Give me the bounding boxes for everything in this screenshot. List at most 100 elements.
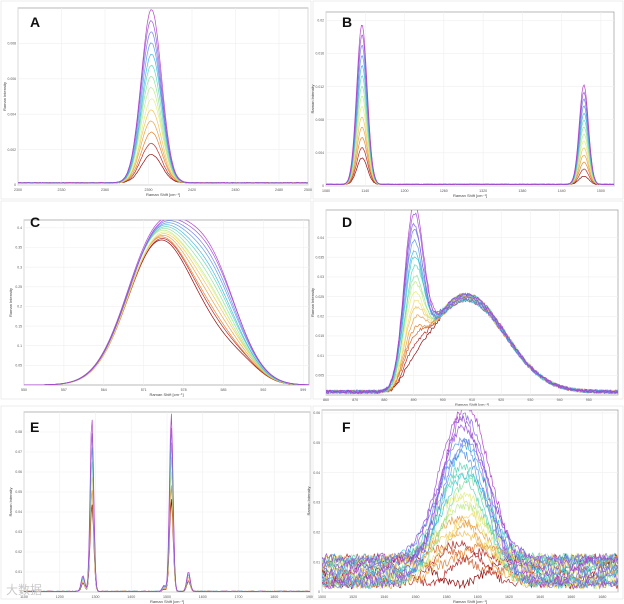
- x-tick-label: 1520: [349, 595, 357, 599]
- x-tick-label: 578: [181, 388, 187, 392]
- series-group: [18, 9, 308, 184]
- series-line: [322, 472, 618, 590]
- x-tick-label: 1500: [318, 595, 326, 599]
- x-tick-label: 930: [527, 398, 533, 402]
- x-tick-label: 860: [323, 398, 329, 402]
- x-tick-label: 1200: [56, 595, 64, 599]
- x-tick-label: 1540: [380, 595, 388, 599]
- y-tick-label: 0.15: [15, 324, 22, 328]
- panel-label: D: [342, 214, 352, 230]
- series-line: [24, 220, 309, 385]
- y-axis-label: Raman Intensity: [8, 488, 13, 517]
- y-tick-label: 0.01: [317, 354, 324, 358]
- watermark: 大数据: [6, 583, 43, 597]
- series-group: [24, 220, 309, 385]
- y-tick-label: 0: [14, 183, 16, 187]
- x-tick-label: 1100: [20, 595, 28, 599]
- y-axis-label: Raman Intensity: [2, 82, 7, 111]
- y-tick-label: 0.04: [15, 510, 22, 514]
- panel-label: C: [30, 214, 40, 230]
- x-tick-label: 1080: [322, 189, 330, 193]
- panel-a: 2300 2330 2360 2390 2420 2450 2480 2500 0 0.002 0.…: [0, 0, 312, 200]
- plot-area: [325, 11, 615, 187]
- x-tick-label: 1900: [306, 595, 314, 599]
- series-line: [322, 471, 618, 589]
- y-tick-label: 0.01: [15, 570, 22, 574]
- x-tick-label: 557: [61, 388, 67, 392]
- x-tick-label: 1400: [127, 595, 135, 599]
- y-tick-label: 0.002: [8, 148, 17, 152]
- y-tick-label: 0: [20, 590, 22, 594]
- x-tick-label: 900: [440, 398, 446, 402]
- y-tick-label: 0.3: [17, 265, 22, 269]
- x-tick-label: 1600: [199, 595, 207, 599]
- y-tick-label: 0.04: [313, 471, 320, 475]
- y-axis-label: Raman Intensity: [310, 85, 315, 114]
- x-tick-label: 890: [411, 398, 417, 402]
- series-line: [322, 423, 618, 590]
- series-group: [24, 413, 310, 592]
- y-tick-label: 0.2: [17, 305, 22, 309]
- y-tick-label: 0: [322, 184, 324, 188]
- x-tick-label: 1660: [567, 595, 575, 599]
- series-line: [322, 436, 618, 588]
- y-tick-label: 0.02: [313, 531, 320, 535]
- series-line: [18, 9, 308, 184]
- y-axis-label: Raman Intensity: [8, 288, 13, 317]
- y-tick-label: 0.1: [17, 344, 22, 348]
- x-tick-label: 2390: [145, 188, 153, 192]
- x-tick-label: 1300: [92, 595, 100, 599]
- y-tick-label: 0.006: [8, 77, 17, 81]
- x-tick-label: 1560: [411, 595, 419, 599]
- x-tick-label: 1700: [235, 595, 243, 599]
- y-tick-label: 0.035: [316, 255, 325, 259]
- y-tick-label: 0.016: [316, 52, 325, 56]
- plot-area: [23, 219, 310, 386]
- series-line: [322, 438, 618, 589]
- x-tick-label: 2480: [275, 188, 283, 192]
- panel-c: 550 557 564 571 578 585 592 599 0.05 0.1 0.15 0.2 0.…: [0, 200, 312, 400]
- x-tick-label: 585: [221, 388, 227, 392]
- x-tick-label: 1620: [505, 595, 513, 599]
- x-axis-label: Raman Shift [cm⁻¹]: [453, 599, 487, 604]
- x-axis-label: Raman Shift [cm⁻¹]: [453, 193, 487, 198]
- y-tick-label: 0.05: [15, 364, 22, 368]
- series-line: [322, 443, 618, 588]
- series-line: [322, 412, 618, 586]
- x-tick-label: 1640: [536, 595, 544, 599]
- y-tick-label: 0.004: [316, 151, 325, 155]
- x-axis-label: Raman Shift [cm⁻¹]: [146, 192, 180, 197]
- x-tick-label: 1380: [518, 189, 526, 193]
- x-axis-label: Raman Shift [cm⁻¹]: [455, 402, 489, 407]
- series-line: [326, 210, 618, 395]
- x-tick-label: 2500: [304, 188, 312, 192]
- x-tick-label: 592: [260, 388, 266, 392]
- panel-e: 1100 1200 1300 1400 1500 1600 1700 1800 1900 0 0.0…: [0, 405, 314, 604]
- y-tick-label: 0.008: [316, 118, 325, 122]
- series-group: [322, 410, 618, 590]
- x-tick-label: 1500: [597, 189, 605, 193]
- y-tick-label: 0.07: [15, 450, 22, 454]
- panel-label: F: [342, 419, 351, 435]
- y-tick-label: 0.02: [15, 550, 22, 554]
- x-tick-label: 870: [352, 398, 358, 402]
- y-tick-label: 0.02: [317, 18, 324, 22]
- x-tick-label: 950: [586, 398, 592, 402]
- series-group: [326, 210, 618, 395]
- y-tick-label: 0.015: [316, 334, 325, 338]
- x-tick-label: 880: [381, 398, 387, 402]
- x-tick-label: 1200: [401, 189, 409, 193]
- x-tick-label: 2420: [188, 188, 196, 192]
- y-tick-label: 0.4: [17, 226, 22, 230]
- series-line: [322, 448, 618, 589]
- x-tick-label: 599: [300, 388, 306, 392]
- y-tick-label: 0.05: [313, 441, 320, 445]
- x-tick-label: 564: [101, 388, 107, 392]
- x-tick-label: 940: [557, 398, 563, 402]
- y-tick-label: 0.012: [316, 85, 325, 89]
- panel-label: E: [30, 419, 39, 435]
- y-tick-label: 0.03: [15, 530, 22, 534]
- y-tick-label: 0.01: [313, 560, 320, 564]
- panel-d: 860 870 880 890 900 910 920 930 940 950 0.005 0.01 0…: [310, 200, 624, 407]
